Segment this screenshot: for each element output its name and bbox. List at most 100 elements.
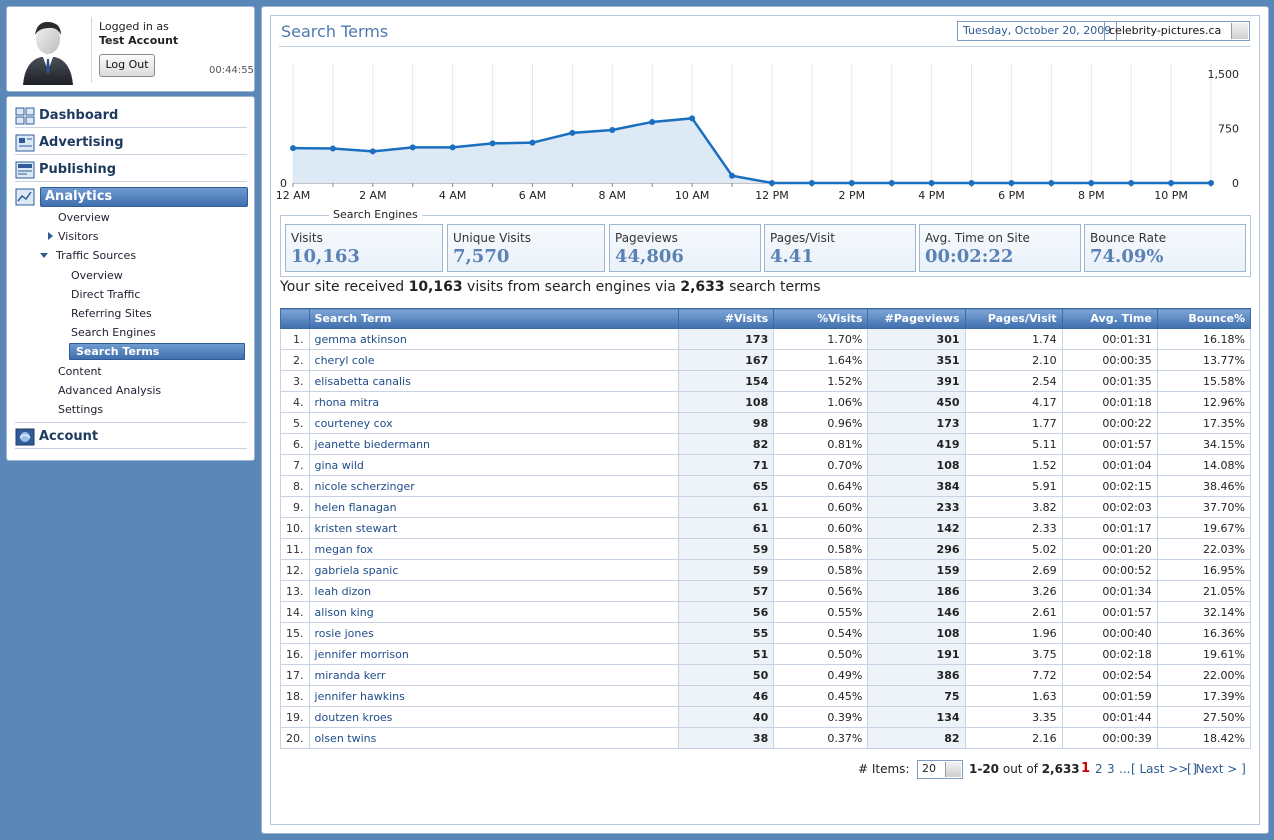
data-point xyxy=(888,180,895,186)
row-search-term[interactable]: alison king xyxy=(308,601,680,623)
row-search-term[interactable]: gemma atkinson xyxy=(308,328,680,350)
page-link-3[interactable]: 3 xyxy=(1107,762,1115,776)
page-last-link[interactable]: [ Last >> ] xyxy=(1131,762,1197,776)
table-row[interactable]: 5. courteney cox 98 0.96% 173 1.77 00:00:22 17.… xyxy=(280,412,1252,434)
range-value: 1-20 xyxy=(969,762,1000,776)
expand-arrow-icon[interactable] xyxy=(48,232,53,240)
data-point xyxy=(689,115,696,122)
table-row[interactable]: 8. nicole scherzinger 65 0.64% 384 5.91 00:02:… xyxy=(280,475,1252,497)
items-per-page-select[interactable]: 20 xyxy=(917,760,963,779)
row-search-term[interactable]: gabriela spanic xyxy=(308,559,680,581)
row-bounce: 16.18% xyxy=(1156,328,1252,350)
data-point xyxy=(1208,180,1214,186)
row-pct-visits: 1.52% xyxy=(773,370,869,392)
nav-sub-content[interactable]: Content xyxy=(58,365,102,378)
table-row[interactable]: 12. gabriela spanic 59 0.58% 159 2.69 00:00:52… xyxy=(280,559,1252,581)
nav-sub-search-terms[interactable]: Search Terms xyxy=(69,343,245,360)
table-row[interactable]: 13. leah dizon 57 0.56% 186 3.26 00:01:34 21.05… xyxy=(280,580,1252,602)
col-header-pageviews[interactable]: #Pageviews xyxy=(867,308,966,329)
summary-visits: 10,163 xyxy=(408,279,463,295)
row-search-term[interactable]: jennifer hawkins xyxy=(308,685,680,707)
table-row[interactable]: 10. kristen stewart 61 0.60% 142 2.33 00:01:17… xyxy=(280,517,1252,539)
row-search-term[interactable]: courteney cox xyxy=(308,412,680,434)
table-row[interactable]: 7. gina wild 71 0.70% 108 1.52 00:01:04 14.08% xyxy=(280,454,1252,476)
row-search-term[interactable]: elisabetta canalis xyxy=(308,370,680,392)
row-search-term[interactable]: helen flanagan xyxy=(308,496,680,518)
summary-suffix: search terms xyxy=(724,279,821,295)
table-row[interactable]: 19. doutzen kroes 40 0.39% 134 3.35 00:01:44 27… xyxy=(280,706,1252,728)
row-search-term[interactable]: rhona mitra xyxy=(308,391,680,413)
table-row[interactable]: 6. jeanette biedermann 82 0.81% 419 5.11 00:01… xyxy=(280,433,1252,455)
search-terms-table: Search Term #Visits %Visits #Pageviews P… xyxy=(280,308,1252,749)
col-header-visits[interactable]: #Visits xyxy=(678,308,775,329)
row-search-term[interactable]: doutzen kroes xyxy=(308,706,680,728)
row-pageviews: 186 xyxy=(867,580,966,602)
nav-sub-referring-sites[interactable]: Referring Sites xyxy=(71,307,152,320)
nav-item-dashboard[interactable]: Dashboard xyxy=(15,105,247,128)
dropdown-button-icon[interactable] xyxy=(1231,23,1248,39)
table-row[interactable]: 11. megan fox 59 0.58% 296 5.02 00:01:20 22.03% xyxy=(280,538,1252,560)
row-search-term[interactable]: leah dizon xyxy=(308,580,680,602)
page-link-2[interactable]: 2 xyxy=(1095,762,1103,776)
row-search-term[interactable]: miranda kerr xyxy=(308,664,680,686)
stat-label: Pageviews xyxy=(615,231,678,245)
nav-item-advertising[interactable]: Advertising xyxy=(15,132,247,155)
row-search-term[interactable]: gina wild xyxy=(308,454,680,476)
row-pct-visits: 0.49% xyxy=(773,664,869,686)
row-search-term[interactable]: olsen twins xyxy=(308,727,680,749)
page-next-link[interactable]: [ Next > ] xyxy=(1187,762,1246,776)
row-search-term[interactable]: nicole scherzinger xyxy=(308,475,680,497)
table-row[interactable]: 2. cheryl cole 167 1.64% 351 2.10 00:00:35 13.7… xyxy=(280,349,1252,371)
row-search-term[interactable]: cheryl cole xyxy=(308,349,680,371)
table-row[interactable]: 9. helen flanagan 61 0.60% 233 3.82 00:02:03 37… xyxy=(280,496,1252,518)
table-row[interactable]: 17. miranda kerr 50 0.49% 386 7.72 00:02:54 22.… xyxy=(280,664,1252,686)
row-pct-visits: 0.45% xyxy=(773,685,869,707)
col-header-search-term[interactable]: Search Term xyxy=(308,308,680,329)
site-select[interactable]: celebrity-pictures.ca xyxy=(1104,21,1250,41)
table-row[interactable]: 18. jennifer hawkins 46 0.45% 75 1.63 00:01:59… xyxy=(280,685,1252,707)
table-row[interactable]: 1. gemma atkinson 173 1.70% 301 1.74 00:01:31 1… xyxy=(280,328,1252,350)
nav-sub-visitors[interactable]: Visitors xyxy=(58,230,99,243)
row-rank: 17. xyxy=(280,664,310,686)
row-pages-per-visit: 2.61 xyxy=(964,601,1063,623)
nav-sub-settings[interactable]: Settings xyxy=(58,403,104,416)
row-search-term[interactable]: rosie jones xyxy=(308,622,680,644)
nav-sub-traffic-sources[interactable]: Traffic Sources xyxy=(56,249,137,262)
nav-sub-search-engines[interactable]: Search Engines xyxy=(71,326,156,339)
row-rank: 14. xyxy=(280,601,310,623)
nav-sub-overview[interactable]: Overview xyxy=(58,211,110,224)
table-row[interactable]: 3. elisabetta canalis 154 1.52% 391 2.54 00:01… xyxy=(280,370,1252,392)
dropdown-button-icon[interactable] xyxy=(945,762,961,777)
row-pages-per-visit: 2.54 xyxy=(964,370,1063,392)
row-pct-visits: 1.64% xyxy=(773,349,869,371)
row-pages-per-visit: 1.52 xyxy=(964,454,1063,476)
nav-item-account[interactable]: Account xyxy=(15,426,247,449)
account-name: Test Account xyxy=(99,34,179,47)
row-search-term[interactable]: jeanette biedermann xyxy=(308,433,680,455)
logout-button[interactable]: Log Out xyxy=(99,54,155,77)
nav-sub-direct-traffic[interactable]: Direct Traffic xyxy=(71,288,141,301)
table-row[interactable]: 4. rhona mitra 108 1.06% 450 4.17 00:01:18 12.9… xyxy=(280,391,1252,413)
nav-sub-ts-overview[interactable]: Overview xyxy=(71,269,123,282)
table-row[interactable]: 14. alison king 56 0.55% 146 2.61 00:01:57 32.1… xyxy=(280,601,1252,623)
col-header-pages-per-visit[interactable]: Pages/Visit xyxy=(964,308,1063,329)
row-search-term[interactable]: megan fox xyxy=(308,538,680,560)
col-header-pct-visits[interactable]: %Visits xyxy=(773,308,869,329)
nav-item-publishing[interactable]: Publishing xyxy=(15,159,247,182)
row-search-term[interactable]: kristen stewart xyxy=(308,517,680,539)
nav-label-publishing: Publishing xyxy=(39,162,117,177)
col-header-bounce[interactable]: Bounce% xyxy=(1156,308,1252,329)
row-visits: 59 xyxy=(678,538,775,560)
series-area xyxy=(293,118,1211,183)
table-row[interactable]: 16. jennifer morrison 51 0.50% 191 3.75 00:02:… xyxy=(280,643,1252,665)
data-point xyxy=(1168,180,1175,186)
row-search-term[interactable]: jennifer morrison xyxy=(308,643,680,665)
nav-sub-advanced-analysis[interactable]: Advanced Analysis xyxy=(58,384,162,397)
col-header-avg-time[interactable]: Avg. Time xyxy=(1061,308,1158,329)
date-picker[interactable]: Tuesday, October 20, 2009 xyxy=(957,21,1118,41)
table-row[interactable]: 20. olsen twins 38 0.37% 82 2.16 00:00:39 18.42… xyxy=(280,727,1252,749)
table-row[interactable]: 15. rosie jones 55 0.54% 108 1.96 00:00:40 16.3… xyxy=(280,622,1252,644)
nav-item-analytics[interactable]: Analytics xyxy=(40,187,248,207)
row-pct-visits: 0.37% xyxy=(773,727,869,749)
collapse-arrow-icon[interactable] xyxy=(40,253,48,258)
